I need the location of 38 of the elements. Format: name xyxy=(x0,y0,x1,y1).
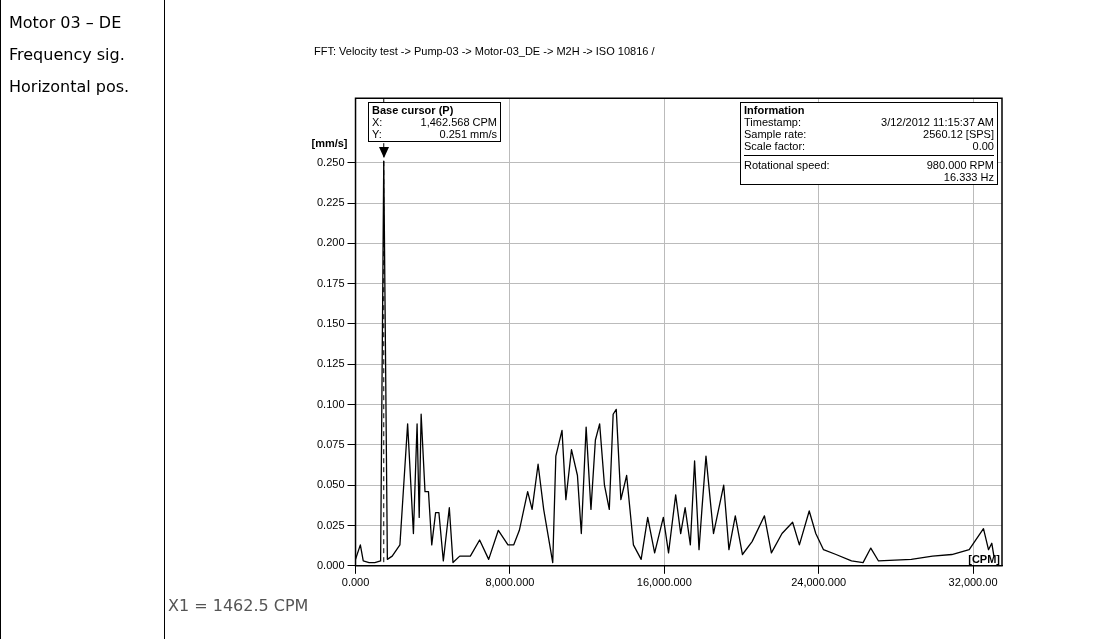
y-tick-label: 0.250 xyxy=(317,155,345,168)
x-axis-title: [CPM] xyxy=(968,552,1001,565)
annotation: Timestamp: xyxy=(744,116,802,128)
text: Horizontal pos. xyxy=(9,77,131,96)
annotation: 16.333 Hz xyxy=(943,171,994,183)
annotation: Information xyxy=(744,104,806,116)
y-tick-label: 0.000 xyxy=(317,558,345,571)
annotation: 2560.12 [SPS] xyxy=(923,128,994,140)
text: Frequency sig. xyxy=(9,45,126,64)
y-tick-label: 0.025 xyxy=(317,518,345,531)
y-tick-label: 0.175 xyxy=(317,276,345,289)
y-tick-label: 0.125 xyxy=(317,357,345,370)
text: X1 = 1462.5 CPM xyxy=(168,596,309,615)
annotation: Scale factor: xyxy=(744,140,806,152)
y-tick-label: 0.150 xyxy=(317,316,345,329)
y-tick-label: 0.225 xyxy=(317,196,345,209)
annotation: 1,462.568 CPM xyxy=(420,116,497,128)
x-tick-label: 16,000.000 xyxy=(636,576,692,589)
y-tick-label: 0.200 xyxy=(317,236,345,249)
y-tick-label: 0.075 xyxy=(317,437,345,450)
chart-title: FFT: Velocity test -> Pump-03 -> Motor-03_DE -> M2H -> ISO 10816 / xyxy=(314,44,656,57)
ref-line-label: Base cursor (P) xyxy=(372,104,455,116)
annotation: Sample rate: xyxy=(744,128,807,140)
y-tick-label: 0.100 xyxy=(317,397,345,410)
annotation: 980.000 RPM xyxy=(926,159,994,171)
annotation: 0.00 xyxy=(972,140,994,152)
annotation: Y: xyxy=(372,128,382,140)
annotation: X: xyxy=(372,116,383,128)
x-tick-label: 8,000.000 xyxy=(485,576,535,589)
x-tick-label: 24,000.000 xyxy=(791,576,847,589)
x-tick-label: 0.000 xyxy=(341,576,370,589)
annotation: Rotational speed: xyxy=(744,159,830,171)
annotation: 0.251 mm/s xyxy=(439,128,497,140)
y-axis-title: [mm/s] xyxy=(311,136,348,149)
x-tick-label: 32,000.00 xyxy=(948,576,998,589)
y-tick-label: 0.050 xyxy=(317,478,345,491)
text: Motor 03 – DE xyxy=(9,13,123,32)
annotation: 3/12/2012 11:15:37 AM xyxy=(881,116,994,128)
